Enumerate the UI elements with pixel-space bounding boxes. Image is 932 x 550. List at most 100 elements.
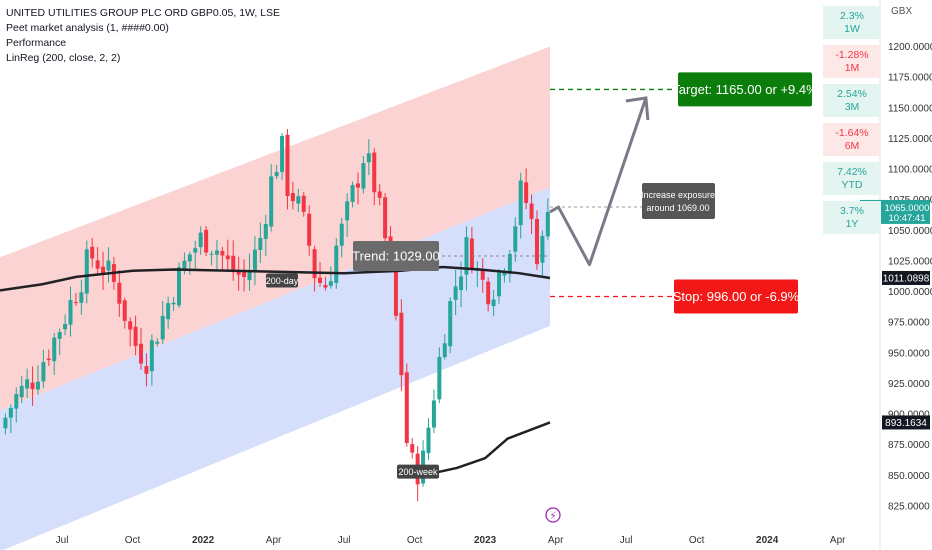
perf-period: 6M — [844, 140, 860, 152]
ma200week-price-tag: 893.1634 — [885, 418, 927, 429]
candle-body — [263, 224, 268, 239]
trend-label: Trend: 1029.00 — [352, 249, 440, 264]
x-tick-label: 2022 — [192, 535, 215, 546]
ma200day-price-tag: 1011.0898 — [883, 273, 930, 284]
candle-body — [437, 357, 442, 400]
candle-body — [448, 301, 453, 347]
channel-upper-band — [0, 46, 550, 411]
candle-body — [269, 176, 274, 227]
candle-body — [290, 193, 295, 202]
candle-body — [52, 337, 57, 362]
y-tick-label: 825.0000 — [888, 501, 930, 512]
candle-body — [459, 276, 464, 291]
axes: GBX 825.0000 850.0000 875.0000 900.0000 925.0… — [56, 0, 932, 550]
candle-body — [19, 385, 24, 398]
x-tick-label: Jul — [338, 535, 351, 546]
candle-body — [122, 300, 127, 321]
y-tick-label: 1200.0000 — [888, 42, 932, 53]
y-tick-label: 950.0000 — [888, 348, 930, 359]
countdown-label: 10:47:41 — [889, 213, 926, 224]
projection-path — [549, 97, 648, 267]
x-tick-label: Jul — [56, 535, 69, 546]
x-tick-label: 2024 — [756, 535, 779, 546]
candle-body — [366, 153, 371, 163]
perf-period: 1W — [844, 23, 860, 35]
indicator-performance[interactable]: Performance — [6, 37, 67, 49]
candle-body — [57, 332, 62, 339]
candle-body — [187, 254, 192, 262]
candle-body — [106, 260, 111, 271]
note-line2: around 1069.00 — [646, 203, 709, 213]
indicator-peet[interactable]: Peet market analysis (1, ####0.00) — [6, 22, 169, 34]
candle-body — [90, 246, 95, 259]
ma-label-day: 200-day — [266, 276, 299, 286]
candle-body — [171, 302, 176, 305]
candle-body — [247, 270, 252, 281]
perf-value: 2.54% — [837, 88, 867, 100]
channel-lower-band — [0, 187, 550, 550]
candle-body — [334, 245, 339, 283]
candle-body — [372, 152, 377, 193]
candle-body — [176, 267, 181, 306]
candle-body — [35, 381, 40, 390]
y-tick-label: 1025.0000 — [888, 256, 932, 267]
candle-body — [41, 362, 46, 382]
perf-cell-1y: 3.7% 1Y — [823, 201, 881, 234]
candle-body — [149, 340, 154, 372]
linreg-channel — [0, 46, 550, 550]
ma200day-price-tag-box — [882, 270, 930, 285]
candle-body — [328, 281, 333, 286]
candle-body — [155, 341, 160, 344]
perf-cell-3m: 2.54% 3M — [823, 84, 881, 117]
candle-body — [117, 282, 122, 304]
candle-body — [79, 292, 84, 303]
candle-body — [545, 211, 550, 237]
candle-body — [497, 272, 502, 297]
candle-body — [355, 183, 360, 188]
candle-body — [128, 321, 133, 330]
x-tick-label: Apr — [548, 535, 564, 546]
perf-period: 1Y — [845, 218, 859, 230]
candle-body — [312, 249, 317, 279]
candle-body — [242, 271, 247, 277]
candle-body — [182, 260, 187, 271]
candle-body — [236, 270, 241, 275]
candle-body — [318, 277, 323, 283]
candle-body — [139, 343, 144, 364]
candle-body — [469, 238, 474, 270]
candle-body — [25, 379, 30, 389]
indicator-linreg[interactable]: LinReg (200, close, 2, 2) — [6, 52, 121, 64]
stop-label-box — [674, 279, 798, 314]
candle-body — [8, 407, 13, 418]
ma-label-week-box — [397, 464, 439, 479]
y-tick-label: 1100.0000 — [888, 165, 932, 176]
x-tick-label: Oct — [125, 535, 141, 546]
candle-body — [214, 250, 219, 255]
y-tick-label: 925.0000 — [888, 379, 930, 390]
candle-body — [307, 213, 312, 246]
perf-value: -1.64% — [835, 127, 869, 139]
x-tick-label: Apr — [266, 535, 282, 546]
candle-body — [280, 136, 285, 172]
event-flag-icon[interactable] — [545, 507, 561, 523]
ma-label-week: 200-week — [398, 467, 438, 477]
candle-body — [231, 255, 236, 273]
candle-body — [68, 300, 73, 325]
x-tick-label: 2023 — [474, 535, 497, 546]
candle-body — [209, 253, 214, 255]
candle-body — [204, 229, 209, 253]
candle-body — [166, 303, 171, 320]
y-tick-label: 1150.0000 — [888, 103, 932, 114]
perf-cell-1m: -1.28% 1M — [823, 45, 881, 78]
candle-body — [393, 262, 398, 316]
candle-body — [193, 248, 198, 253]
x-tick-label: Oct — [407, 535, 423, 546]
target-label: Target: 1165.00 or +9.4% — [672, 82, 818, 97]
perf-value: 7.42% — [837, 166, 867, 178]
candle-body — [73, 302, 78, 304]
y-tick-label: 1125.0000 — [888, 134, 932, 145]
perf-value: -1.28% — [835, 49, 869, 61]
candle-body — [30, 382, 35, 390]
candle-body — [198, 232, 203, 248]
